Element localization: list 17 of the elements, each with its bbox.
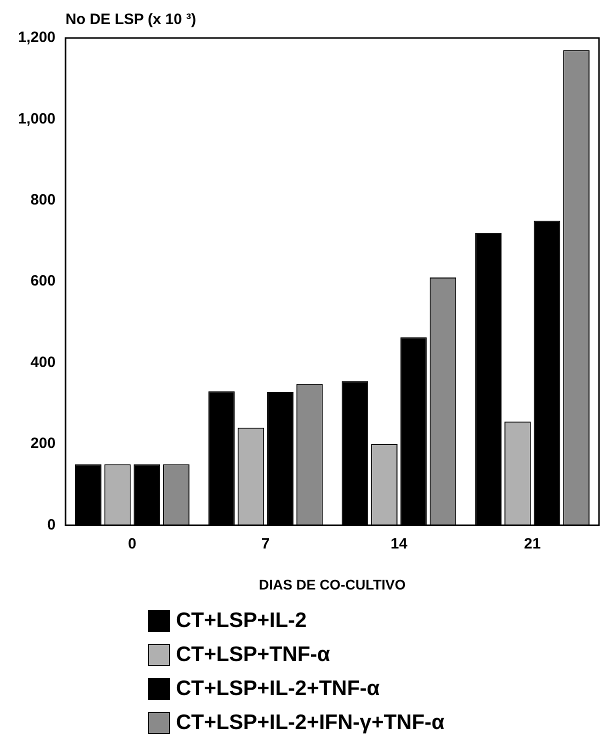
x-tick-label: 14 — [390, 535, 408, 552]
y-tick-label: 1,000 — [18, 110, 56, 128]
x-axis-title: DIAS DE CO-CULTIVO — [258, 576, 406, 592]
y-tick-label: 600 — [30, 272, 56, 290]
y-axis-title: No DE LSP (x 10 ³) — [66, 11, 196, 28]
x-tick-label: 7 — [261, 535, 270, 552]
y-tick-label: 200 — [30, 435, 56, 452]
y-tick-label: 400 — [30, 354, 56, 371]
legend-label: CT+LSP+TNF-α — [176, 643, 330, 667]
legend-label: CT+LSP+IL-2+TNF-α — [176, 677, 380, 701]
y-tick-label: 800 — [30, 192, 56, 209]
legend-label: CT+LSP+IL-2+IFN-γ+TNF-α — [176, 711, 444, 735]
legend-label: CT+LSP+IL-2 — [176, 609, 307, 633]
x-tick-label: 21 — [524, 535, 541, 552]
y-tick-label: 1,200 — [18, 29, 56, 46]
y-tick-label: 0 — [47, 516, 56, 534]
x-tick-label: 0 — [128, 535, 136, 552]
